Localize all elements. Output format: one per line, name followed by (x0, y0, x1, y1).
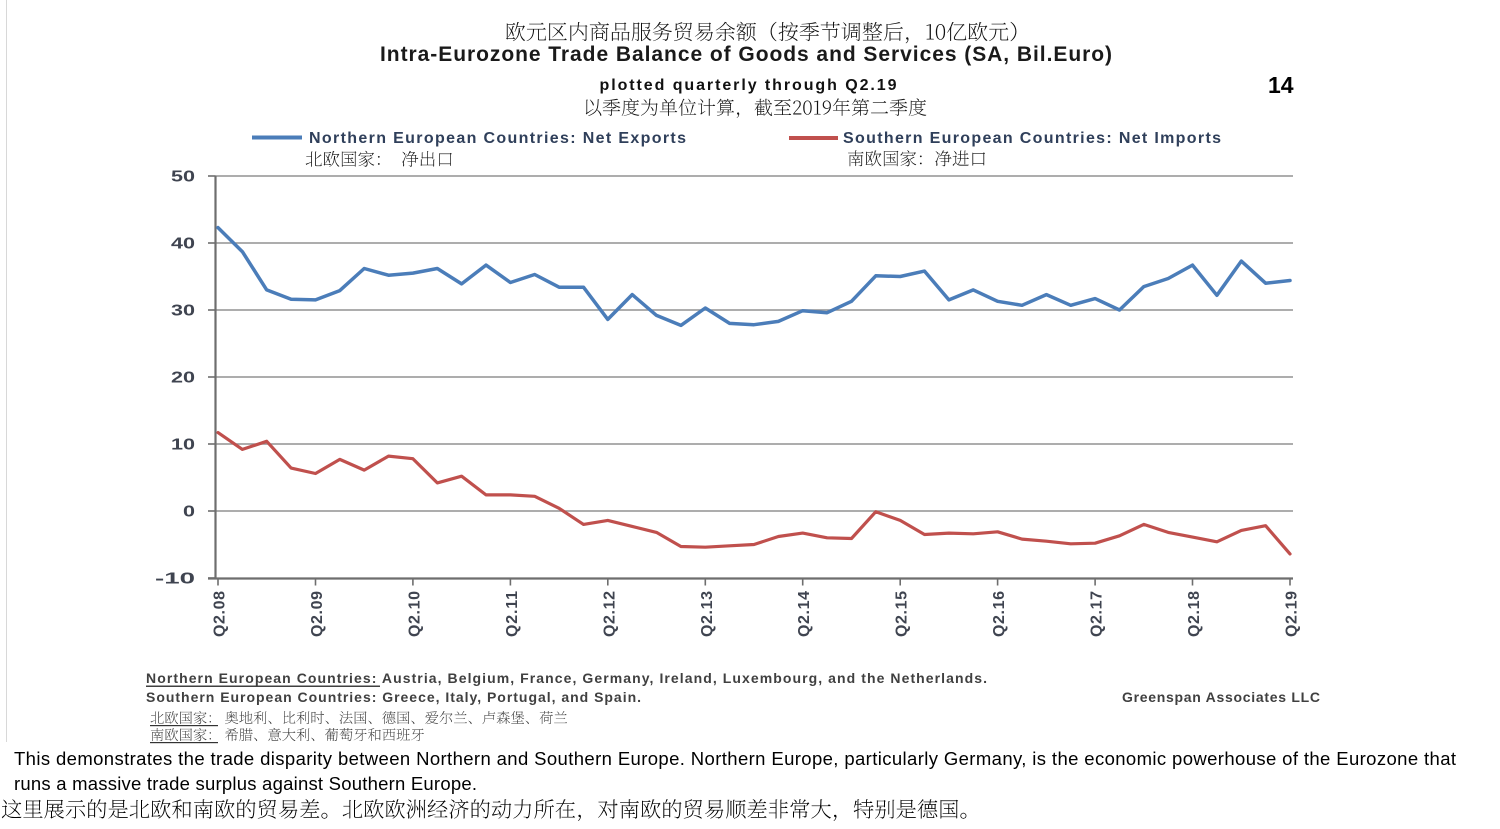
svg-text:Q2.18: Q2.18 (1186, 591, 1203, 637)
svg-text:10: 10 (171, 437, 195, 454)
svg-text:Q2.15: Q2.15 (894, 591, 911, 637)
svg-text:14: 14 (1268, 72, 1294, 98)
svg-text:40: 40 (171, 236, 195, 253)
svg-text:plotted quarterly through Q2.1: plotted quarterly through Q2.19 (600, 77, 897, 94)
svg-text:50: 50 (171, 169, 195, 186)
svg-text:Q2.19: Q2.19 (1284, 591, 1301, 637)
svg-text:-10: -10 (155, 571, 195, 588)
svg-text:This demonstrates the trade di: This demonstrates the trade disparity be… (14, 748, 1456, 769)
svg-text:runs a massive trade surplus a: runs a massive trade surplus against Sou… (14, 773, 477, 794)
svg-text:Q2.10: Q2.10 (406, 591, 423, 637)
svg-text:Q2.16: Q2.16 (991, 591, 1008, 637)
svg-text:30: 30 (171, 303, 195, 320)
svg-text:Northern European Countries: N: Northern European Countries: Net Exports (309, 130, 686, 147)
svg-text:0: 0 (183, 504, 195, 521)
svg-text:20: 20 (171, 370, 195, 387)
svg-text:Q2.08: Q2.08 (212, 591, 229, 637)
svg-text:Greenspan Associates LLC: Greenspan Associates LLC (1122, 689, 1320, 705)
svg-text:Southern European Countries: N: Southern European Countries: Net Imports (843, 130, 1221, 147)
svg-text:Q2.11: Q2.11 (504, 591, 521, 637)
svg-text:Q2.17: Q2.17 (1089, 591, 1106, 637)
svg-text:Northern European Countries: A: Northern European Countries: Austria, Be… (146, 670, 987, 686)
svg-text:Q2.14: Q2.14 (796, 591, 813, 637)
svg-text:Intra-Eurozone Trade Balance o: Intra-Eurozone Trade Balance of Goods an… (380, 43, 1112, 66)
svg-text:Q2.13: Q2.13 (699, 591, 716, 637)
svg-text:Q2.09: Q2.09 (309, 591, 326, 637)
svg-text:Q2.12: Q2.12 (601, 591, 618, 637)
svg-text:Southern European Countries: G: Southern European Countries: Greece, Ita… (146, 689, 641, 705)
